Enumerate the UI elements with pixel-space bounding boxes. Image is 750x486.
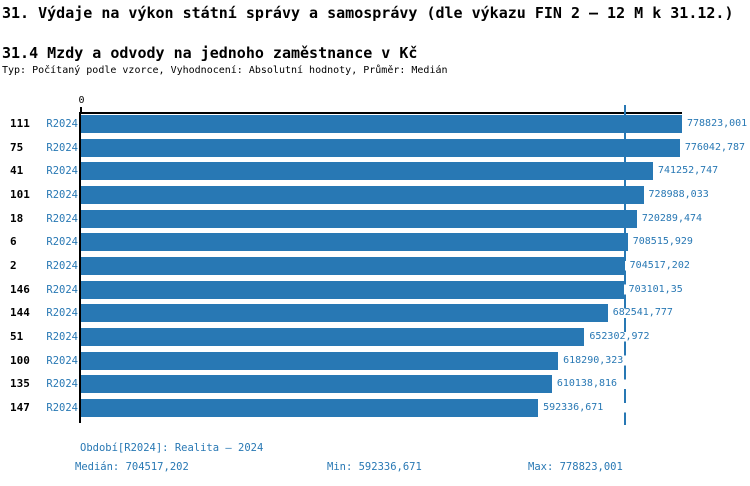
chart-bar[interactable] xyxy=(81,304,608,323)
bar-value-label: 704517,202 xyxy=(629,260,690,272)
row-number-label: 100 xyxy=(10,353,30,367)
row-number-label: 135 xyxy=(10,377,30,391)
row-number-label: 146 xyxy=(10,282,30,296)
row-number-label: 75 xyxy=(10,140,24,154)
median-line xyxy=(623,105,626,425)
min-stat: Min: 592336,671 xyxy=(327,461,422,473)
bar-value-label: 610138,816 xyxy=(556,378,618,390)
row-number-label: 51 xyxy=(10,330,24,344)
bar-value-label: 682541,777 xyxy=(612,307,673,319)
chart-subtitle: 31.4 Mzdy a odvody na jednoho zaměstnanc… xyxy=(2,44,418,62)
chart-bar[interactable] xyxy=(81,138,680,157)
row-period-label: R2024 xyxy=(46,118,78,130)
max-stat: Max: 778823,001 xyxy=(528,461,623,473)
bar-value-label: 652302,972 xyxy=(589,331,650,343)
row-period-label: R2024 xyxy=(46,402,78,415)
chart-bar[interactable] xyxy=(81,162,653,181)
chart-bar[interactable] xyxy=(81,328,585,347)
row-number-label: 18 xyxy=(10,211,24,225)
row-number-label: 41 xyxy=(10,164,24,178)
chart-bar[interactable] xyxy=(81,399,539,418)
chart-bar[interactable] xyxy=(81,209,637,228)
chart-bar[interactable] xyxy=(81,186,644,204)
row-number-label: 147 xyxy=(10,401,30,415)
row-period-label: R2024 xyxy=(46,141,78,154)
chart-bar[interactable] xyxy=(81,257,625,276)
row-period-label: R2024 xyxy=(46,212,78,225)
chart-bar[interactable] xyxy=(81,375,552,394)
bar-value-label: 728988,033 xyxy=(648,189,709,200)
axis-top-line xyxy=(81,112,682,114)
row-number-label: 144 xyxy=(10,306,30,320)
chart-bar[interactable] xyxy=(81,115,682,133)
bar-value-label: 618290,323 xyxy=(563,354,624,366)
chart-bar[interactable] xyxy=(81,351,559,370)
row-period-label: R2024 xyxy=(46,354,78,367)
row-period-label: R2024 xyxy=(46,260,78,273)
period-legend: Období[R2024]: Realita – 2024 xyxy=(80,442,264,454)
page-title: 31. Výdaje na výkon státní správy a samo… xyxy=(2,4,734,22)
row-period-label: R2024 xyxy=(46,331,78,344)
chart-bar[interactable] xyxy=(81,233,628,252)
bar-value-label: 776042,787 xyxy=(684,141,746,153)
row-period-label: R2024 xyxy=(46,236,78,249)
row-period-label: R2024 xyxy=(46,189,78,201)
chart-type-description: Typ: Počítaný podle vzorce, Vyhodnocení:… xyxy=(2,65,448,76)
row-period-label: R2024 xyxy=(46,378,78,391)
bar-value-label: 741252,747 xyxy=(658,165,719,177)
row-number-label: 6 xyxy=(10,235,17,249)
axis-zero-label: 0 xyxy=(78,95,85,106)
median-stat: Medián: 704517,202 xyxy=(75,461,189,473)
bar-value-label: 703101,35 xyxy=(628,283,683,295)
row-number-label: 2 xyxy=(10,259,17,273)
axis-zero-tick xyxy=(80,107,82,113)
row-number-label: 101 xyxy=(10,188,30,201)
row-number-label: 111 xyxy=(10,117,30,130)
row-period-label: R2024 xyxy=(46,165,78,178)
row-period-label: R2024 xyxy=(46,307,78,320)
row-period-label: R2024 xyxy=(46,283,78,296)
axis-left-line xyxy=(79,112,81,423)
chart-bar[interactable] xyxy=(81,280,624,299)
bar-value-label: 720289,474 xyxy=(641,212,703,224)
bar-value-label: 708515,929 xyxy=(632,236,693,248)
bar-value-label: 592336,671 xyxy=(543,402,604,414)
bar-value-label: 778823,001 xyxy=(687,118,748,129)
